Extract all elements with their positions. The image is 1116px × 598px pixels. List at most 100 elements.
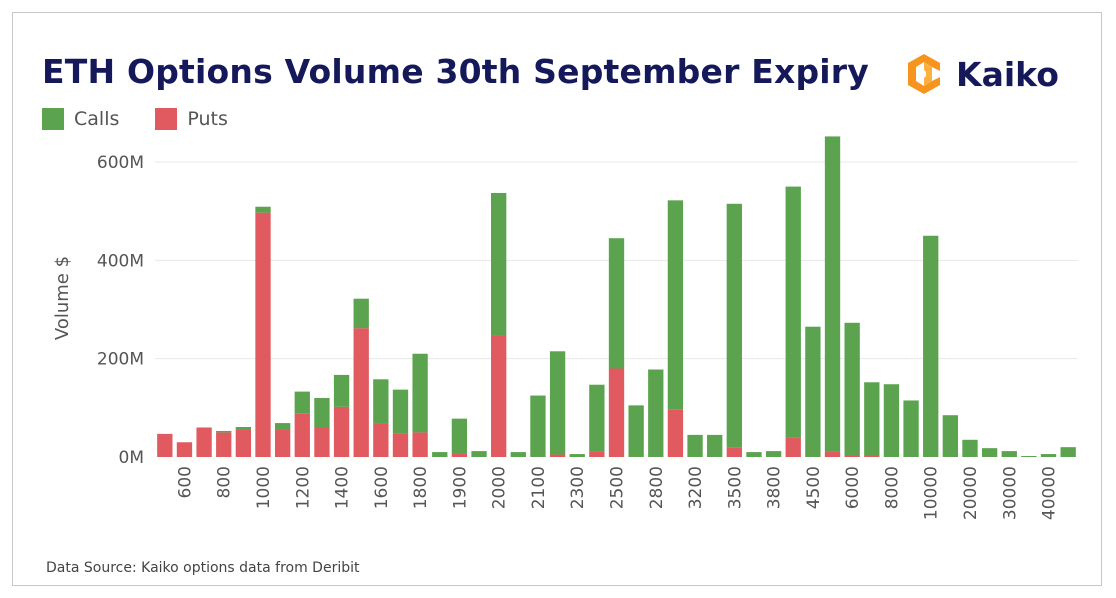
bar-calls <box>216 430 232 433</box>
legend-item-calls[interactable]: Calls <box>42 108 119 130</box>
bar-calls <box>923 235 939 457</box>
bar-calls <box>1040 454 1057 457</box>
logo-text: Kaiko <box>956 54 1059 94</box>
bar-calls <box>726 203 742 448</box>
x-tick-label: 3200 <box>686 466 706 509</box>
bar-calls <box>333 374 350 407</box>
y-tick-label: 600M <box>97 153 144 173</box>
x-tick-label: 800 <box>215 466 235 498</box>
bar-puts <box>314 427 330 457</box>
bar-puts <box>235 429 252 457</box>
bar-calls <box>471 451 487 457</box>
bar-puts <box>333 406 350 457</box>
bar-puts <box>392 433 409 457</box>
bar-calls <box>491 192 507 336</box>
bar-puts <box>274 429 291 457</box>
bar-calls <box>314 398 330 428</box>
legend-label-puts: Puts <box>187 108 228 130</box>
x-tick-label: 6000 <box>843 466 863 509</box>
x-tick-label: 10000 <box>922 466 942 520</box>
x-tick-label: 8000 <box>882 466 902 509</box>
bar-calls <box>549 351 566 455</box>
bar-calls <box>569 454 585 457</box>
bar-puts <box>667 409 684 457</box>
bar-calls <box>510 452 526 457</box>
x-tick-label: 2500 <box>608 466 628 509</box>
chart-frame <box>12 12 1102 586</box>
bar-calls <box>1001 451 1017 457</box>
x-tick-label: 2300 <box>568 466 588 509</box>
bar-calls <box>981 448 998 457</box>
bar-puts <box>608 368 625 457</box>
x-tick-label: 1000 <box>254 466 274 509</box>
bar-calls <box>412 353 428 433</box>
y-tick-label: 200M <box>97 350 144 370</box>
bar-puts <box>255 212 271 457</box>
x-tick-label: 3500 <box>725 466 745 509</box>
bar-puts <box>785 437 801 457</box>
puts-swatch <box>155 108 178 130</box>
bar-calls <box>373 379 389 424</box>
legend: Calls Puts <box>42 108 264 130</box>
bar-calls <box>255 206 271 213</box>
bar-puts <box>589 451 605 457</box>
bar-puts <box>412 432 428 457</box>
bar-calls <box>608 238 625 369</box>
y-tick-label: 400M <box>97 251 144 271</box>
bar-calls <box>1060 447 1076 457</box>
x-tick-label: 30000 <box>1000 466 1020 520</box>
x-tick-label: 2000 <box>490 466 510 509</box>
x-tick-label: 1900 <box>450 466 470 509</box>
bar-calls <box>530 395 546 457</box>
bar-calls <box>451 418 468 454</box>
bar-calls <box>785 186 801 438</box>
bar-calls <box>707 434 723 457</box>
bar-puts <box>157 433 173 457</box>
x-tick-label: 600 <box>175 466 195 498</box>
x-tick-label: 2100 <box>529 466 549 509</box>
bar-puts <box>373 423 389 457</box>
bar-calls <box>883 384 900 457</box>
kaiko-logo-icon <box>908 54 940 94</box>
legend-item-puts[interactable]: Puts <box>155 108 228 130</box>
bar-puts <box>451 453 468 457</box>
kaiko-logo: Kaiko <box>902 52 1059 96</box>
bar-puts <box>216 432 232 457</box>
bar-calls <box>294 391 310 414</box>
x-tick-label: 4500 <box>804 466 824 509</box>
bar-puts <box>726 447 742 457</box>
bar-calls <box>353 298 369 329</box>
bar-calls <box>667 200 684 410</box>
bar-calls <box>942 415 959 457</box>
bar-puts <box>294 413 310 457</box>
bar-calls <box>765 451 782 457</box>
bar-calls <box>864 382 880 457</box>
bar-calls <box>746 452 762 457</box>
bar-puts <box>353 328 369 457</box>
x-tick-label: 1200 <box>293 466 313 509</box>
x-tick-label: 1400 <box>333 466 353 509</box>
x-tick-label: 1800 <box>411 466 431 509</box>
bar-calls <box>962 439 978 457</box>
bar-puts <box>549 454 566 457</box>
bar-calls <box>903 400 919 457</box>
bar-calls <box>844 322 860 456</box>
bar-puts <box>196 427 212 457</box>
bar-calls <box>805 326 821 457</box>
bar-puts <box>824 451 841 457</box>
x-tick-label: 2800 <box>647 466 667 509</box>
bar-calls <box>235 427 252 430</box>
bar-calls <box>824 136 841 452</box>
x-tick-label: 20000 <box>961 466 981 520</box>
bar-puts <box>176 442 193 457</box>
bar-calls <box>687 434 703 457</box>
bar-puts <box>864 456 880 457</box>
x-tick-label: 1600 <box>372 466 392 509</box>
bar-calls <box>648 369 664 457</box>
bar-puts <box>844 455 860 457</box>
x-tick-label: 3800 <box>765 466 785 509</box>
bar-calls <box>432 452 448 457</box>
x-tick-label: 40000 <box>1040 466 1060 520</box>
bar-calls <box>392 389 409 434</box>
